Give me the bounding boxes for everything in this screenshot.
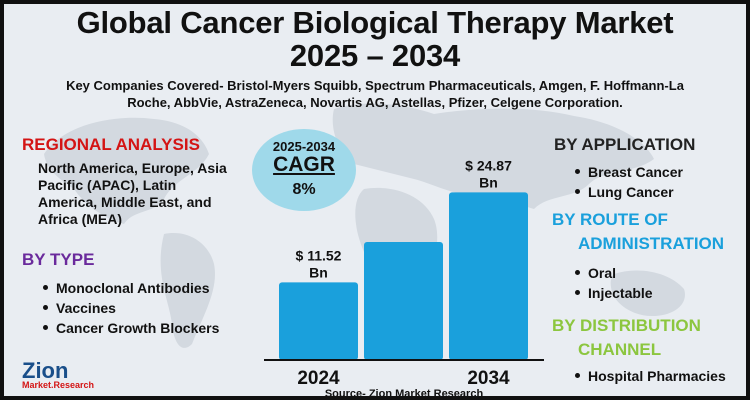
regional-analysis-text: North America, Europe, Asia Pacific (APA… (38, 160, 227, 227)
regional-analysis-heading: REGIONAL ANALYSIS (22, 135, 200, 154)
logo-word: Zion (22, 358, 69, 383)
list-item: Lung Cancer (575, 182, 744, 202)
regional-analysis-section: REGIONAL ANALYSIS North America, Europe,… (22, 135, 252, 228)
by-type-list: Monoclonal Antibodies Vaccines Cancer Gr… (38, 278, 252, 338)
by-route-heading-line-2: ADMINISTRATION (578, 234, 725, 253)
list-item: Breast Cancer (575, 162, 744, 182)
by-route-list: Oral Injectable (570, 263, 744, 303)
bar-mid-1 (364, 242, 443, 360)
tick-label: 2034 (467, 368, 510, 388)
by-route-section: BY ROUTE OF ADMINISTRATION Oral Injectab… (552, 210, 744, 303)
by-distribution-section: BY DISTRIBUTION CHANNEL Hospital Pharmac… (552, 316, 744, 386)
by-application-list: Breast Cancer Lung Cancer (570, 162, 744, 202)
by-application-heading: BY APPLICATION (554, 135, 696, 154)
list-item: Hospital Pharmacies (575, 366, 744, 386)
cagr-period: 2025-2034 (272, 139, 336, 154)
page-title: Global Cancer Biological Therapy Market … (4, 6, 746, 72)
list-item: Injectable (575, 283, 744, 303)
list-item: Oral (575, 263, 744, 283)
by-type-section: BY TYPE Monoclonal Antibodies Vaccines C… (22, 250, 252, 338)
logo-subtitle: Market.Research (22, 380, 95, 390)
list-item: Monoclonal Antibodies (43, 278, 252, 298)
title-line-2: 2025 – 2034 (289, 38, 461, 73)
source-note: Source- Zion Market Research (324, 388, 484, 400)
by-distribution-list: Hospital Pharmacies (570, 366, 744, 386)
bar-2034 (449, 192, 528, 360)
cagr-badge: 2025-2034 CAGR 8% (252, 129, 356, 211)
data-label-unit: Bn (309, 264, 328, 280)
cagr-label: CAGR (273, 153, 335, 176)
bar-2024 (279, 282, 358, 360)
data-label-value: $ 11.52 (296, 247, 342, 263)
by-type-heading: BY TYPE (22, 250, 95, 269)
zion-logo: Zion Market.Research (18, 358, 128, 392)
data-label-value: $ 24.87 (465, 157, 512, 173)
list-item: Vaccines (43, 298, 252, 318)
by-application-section: BY APPLICATION Breast Cancer Lung Cancer (554, 135, 744, 202)
key-companies: Key Companies Covered- Bristol-Myers Squ… (66, 78, 684, 110)
tick-label: 2024 (297, 368, 340, 388)
title-line-1: Global Cancer Biological Therapy Market (76, 5, 674, 40)
cagr-value: 8% (292, 181, 316, 198)
by-route-heading-line-1: BY ROUTE OF (552, 210, 668, 229)
data-label-unit: Bn (479, 174, 498, 190)
list-item: Cancer Growth Blockers (43, 318, 252, 338)
by-distribution-heading-line-1: BY DISTRIBUTION (552, 316, 701, 335)
by-distribution-heading-line-2: CHANNEL (578, 340, 662, 359)
